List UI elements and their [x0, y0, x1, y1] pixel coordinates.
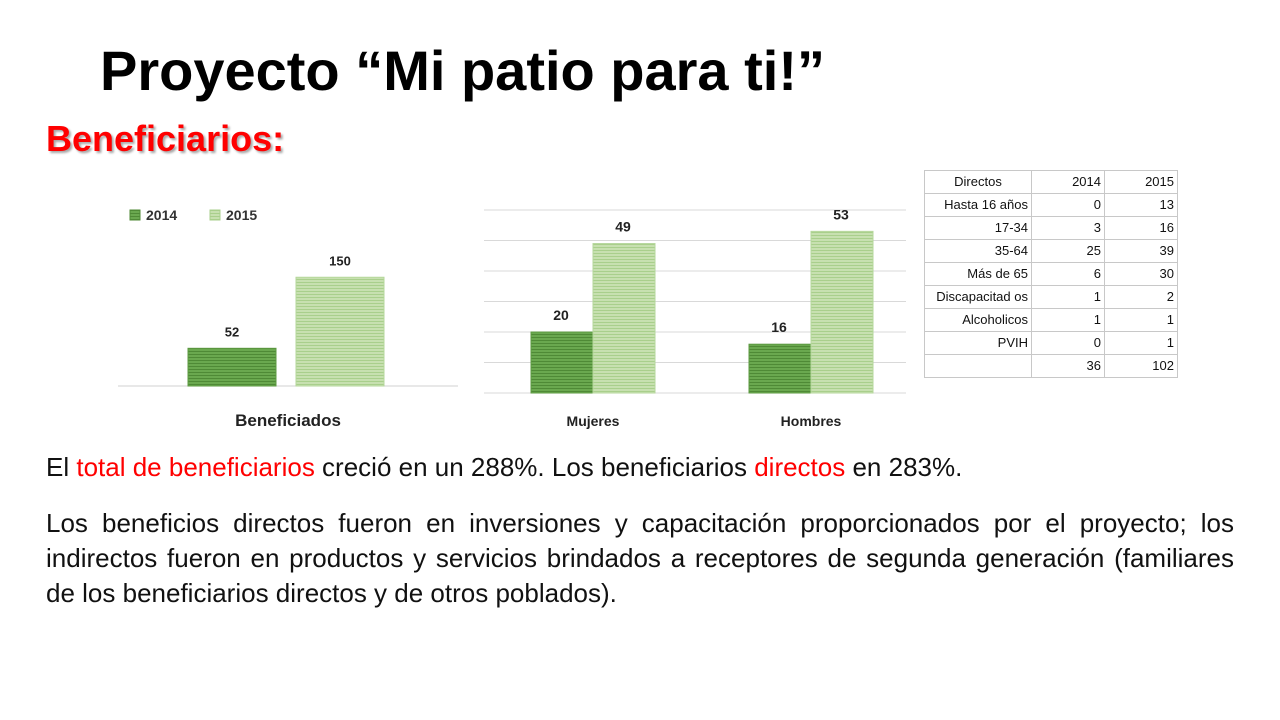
- table-cell: 1: [1031, 285, 1105, 309]
- beneficiados-bar-chart: 2014 2015 52 150 Beneficiados: [118, 207, 458, 430]
- category-label: Mujeres: [567, 413, 620, 429]
- table-cell: 1: [1104, 308, 1178, 332]
- bar-2015: [295, 276, 385, 387]
- bar-2014: [187, 347, 277, 387]
- table-cell: Más de 65: [924, 262, 1032, 286]
- benefits-description: Los beneficios directos fueron en invers…: [46, 508, 1234, 608]
- bar: [748, 343, 812, 394]
- growth-highlight: total de beneficiarios: [76, 452, 315, 482]
- table-cell: 0: [1031, 331, 1105, 355]
- table-cell: 0: [1031, 193, 1105, 217]
- table-cell: 25: [1031, 239, 1105, 263]
- slide-subtitle: Beneficiarios:: [46, 118, 285, 159]
- table-cell: 6: [1031, 262, 1105, 286]
- data-label: 52: [225, 324, 239, 339]
- table-cell: 102: [1104, 354, 1178, 378]
- slide-title: Proyecto “Mi patio para ti!”: [100, 39, 825, 102]
- table-cell: 1: [1104, 331, 1178, 355]
- table-cell: PVIH: [924, 331, 1032, 355]
- table-header-row: Directos 2014 2015: [924, 170, 1178, 194]
- table-cell: Hasta 16 años: [924, 193, 1032, 217]
- legend-label: 2014: [146, 207, 177, 223]
- table-row: Discapacitad os 1 2: [924, 285, 1178, 309]
- table-cell: 36: [1031, 354, 1105, 378]
- bar: [592, 243, 656, 394]
- legend-label: 2015: [226, 207, 257, 223]
- table-cell: 13: [1104, 193, 1178, 217]
- legend-swatch: [129, 209, 141, 221]
- growth-text: creció en un 288%. Los beneficiarios: [314, 452, 755, 482]
- category-label: Hombres: [781, 413, 842, 429]
- gender-bar-chart: 20 49 Mujeres 16 53 Hombres: [484, 206, 906, 429]
- table-cell: Alcoholicos: [924, 308, 1032, 332]
- table-cell: Discapacitad os: [924, 285, 1032, 309]
- table-cell: 35-64: [924, 239, 1032, 263]
- legend-swatch: [209, 209, 221, 221]
- table-row: 17-34 3 16: [924, 216, 1178, 240]
- data-label: 16: [771, 319, 787, 335]
- table-cell: 39: [1104, 239, 1178, 263]
- table-cell: 30: [1104, 262, 1178, 286]
- bar: [530, 331, 594, 394]
- data-label: 49: [615, 219, 631, 235]
- table-row: 35-64 25 39: [924, 239, 1178, 263]
- table-header-cell: Directos: [924, 170, 1032, 194]
- category-label: Beneficiados: [235, 411, 341, 430]
- table-cell: [924, 354, 1032, 378]
- data-label: 20: [553, 307, 569, 323]
- table-row: Más de 65 6 30: [924, 262, 1178, 286]
- table-row: Hasta 16 años 0 13: [924, 193, 1178, 217]
- growth-text: El: [46, 452, 77, 482]
- table-cell: 3: [1031, 216, 1105, 240]
- table-row: 36 102: [924, 354, 1178, 378]
- bar: [810, 230, 874, 394]
- table-cell: 1: [1031, 308, 1105, 332]
- directos-table: Directos 2014 2015 Hasta 16 años 0 13 17-34…: [924, 170, 1178, 378]
- table-header-cell: 2015: [1104, 170, 1178, 194]
- growth-highlight: directos: [754, 452, 846, 482]
- growth-text: en 283%.: [845, 452, 963, 482]
- growth-summary: El total de beneficiarios creció en un 2…: [46, 452, 1236, 483]
- table-cell: 2: [1104, 285, 1178, 309]
- table-row: PVIH 0 1: [924, 331, 1178, 355]
- table-cell: 16: [1104, 216, 1178, 240]
- data-label: 53: [833, 206, 849, 222]
- table-cell: 17-34: [924, 216, 1032, 240]
- table-header-cell: 2014: [1031, 170, 1105, 194]
- table-row: Alcoholicos 1 1: [924, 308, 1178, 332]
- data-label: 150: [329, 253, 351, 268]
- directos-table-container: Directos 2014 2015 Hasta 16 años 0 13 17-34…: [924, 170, 1178, 378]
